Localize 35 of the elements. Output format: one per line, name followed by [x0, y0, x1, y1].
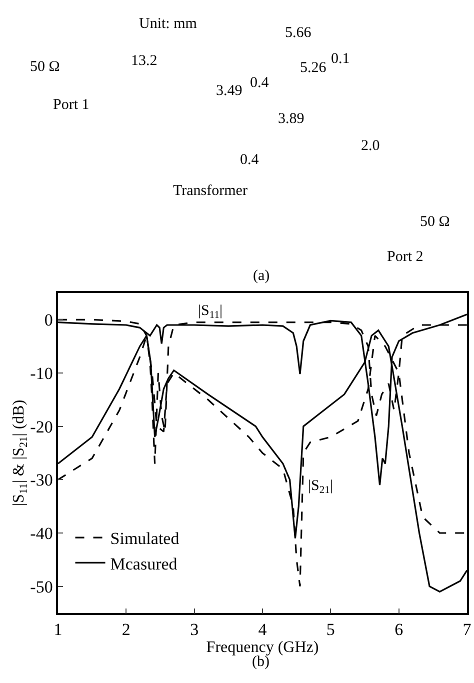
text: 3.89	[278, 111, 304, 127]
text: 3.49	[216, 83, 242, 99]
text: 2.0	[361, 138, 380, 154]
text: Transformer	[173, 183, 248, 199]
text: (b)	[252, 654, 270, 670]
text: Port 2	[387, 249, 424, 265]
text: 13.2	[131, 53, 158, 69]
y-tick-label: -40	[30, 524, 53, 543]
text: 5.66	[285, 25, 312, 41]
y-tick-label: -20	[30, 417, 53, 436]
x-tick-label: 3	[190, 620, 199, 640]
x-tick-label: 2	[122, 620, 130, 640]
text: 0.4	[240, 152, 260, 168]
legend-label: Mcasured	[110, 554, 178, 574]
x-tick-label: 5	[326, 620, 335, 640]
x-tick-label: 6	[394, 620, 404, 640]
text: Port 1	[53, 97, 90, 113]
text: 50 Ω	[30, 59, 60, 75]
y-tick-label: -10	[30, 364, 53, 383]
x-tick-label: 7	[462, 620, 472, 640]
text: 5.26	[300, 60, 327, 76]
legend-label: Simulated	[110, 529, 180, 548]
y-tick-label: -30	[30, 470, 53, 490]
x-axis-title: Frequency (GHz)	[206, 639, 319, 656]
text: Unit: mm	[139, 16, 198, 32]
text: 50 Ω	[420, 214, 450, 230]
x-tick-label: 1	[54, 620, 62, 640]
text: 0.4	[250, 75, 270, 91]
x-tick-label: 4	[258, 620, 268, 640]
y-tick-label: -50	[30, 577, 53, 596]
text: (a)	[253, 268, 270, 284]
text: 0.1	[331, 51, 350, 67]
annotation: |S$_{11}$|	[198, 303, 222, 322]
y-tick-label: 0	[44, 310, 53, 330]
annotation: |S$_{21}$|	[308, 478, 333, 496]
